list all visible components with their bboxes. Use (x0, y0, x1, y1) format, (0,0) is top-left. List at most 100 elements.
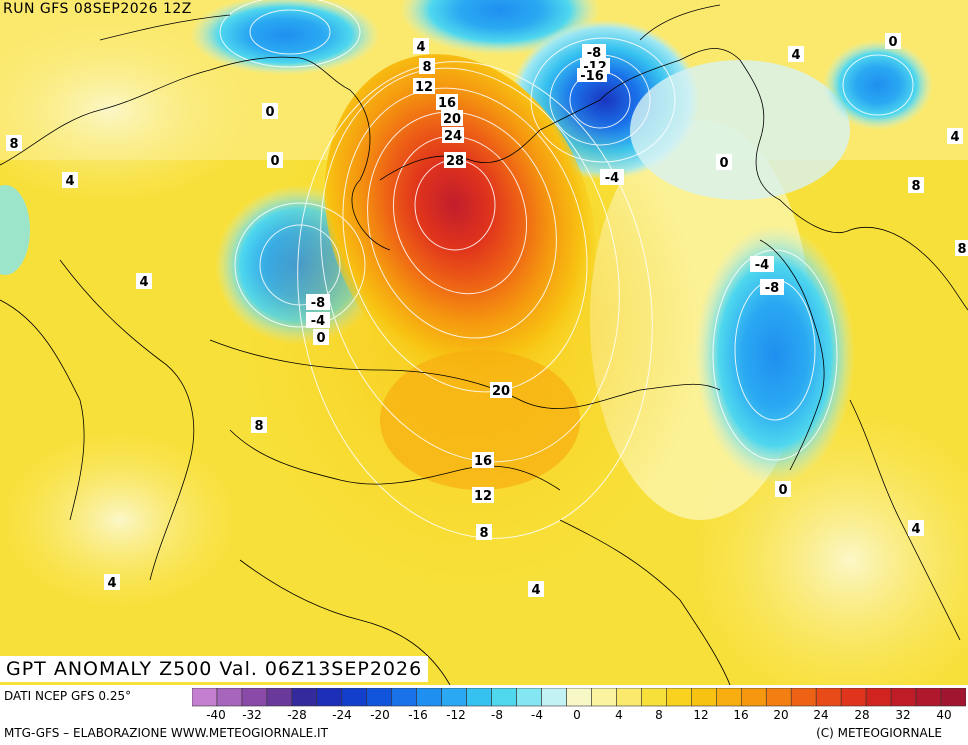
colorbar-tick-label: -24 (332, 708, 352, 722)
svg-text:8: 8 (422, 60, 431, 75)
colorbar-swatch (641, 688, 667, 707)
svg-text:4: 4 (911, 522, 920, 537)
colorbar-swatch (790, 688, 817, 707)
colorbar-tick-label: 4 (615, 708, 623, 722)
svg-text:4: 4 (65, 174, 74, 189)
colorbar-tick-label: -40 (206, 708, 226, 722)
pale-area-sw (0, 430, 240, 610)
contour-label: -8 (582, 44, 606, 61)
colorbar-swatch (216, 688, 243, 707)
svg-text:28: 28 (446, 154, 464, 169)
contour-label-layer: 4 8 12 16 20 24 28 -8 -12 -16 -4 0 4 0 4… (6, 33, 968, 598)
coastlines (0, 4, 968, 685)
colorbar-swatch (341, 688, 368, 707)
colorbar (192, 688, 966, 707)
svg-text:4: 4 (791, 48, 800, 63)
svg-text:20: 20 (492, 384, 510, 399)
colorbar-tick-label: 16 (733, 708, 749, 722)
cyan-fringe-west (0, 185, 30, 275)
svg-text:4: 4 (416, 40, 425, 55)
contour-label: 4 (528, 581, 544, 598)
svg-text:-16: -16 (580, 69, 604, 84)
svg-text:4: 4 (107, 576, 116, 591)
svg-text:4: 4 (531, 583, 540, 598)
contour-label: 20 (490, 382, 512, 399)
contour-label: -4 (600, 169, 624, 186)
contour-label: 28 (444, 152, 466, 169)
contour-label: 0 (716, 154, 732, 171)
contour-label: 8 (908, 177, 924, 194)
pale-cyan-channel (630, 60, 850, 200)
colorbar-swatch (416, 688, 442, 707)
contour-label: -8 (760, 279, 784, 296)
svg-text:4: 4 (139, 275, 148, 290)
contour-label: -8 (306, 294, 330, 311)
colorbar-tick-label: -20 (370, 708, 390, 722)
svg-text:8: 8 (957, 242, 966, 257)
colorbar-tick-label: 40 (936, 708, 952, 722)
low-east (695, 225, 855, 485)
contour-label: 0 (267, 152, 283, 169)
svg-text:8: 8 (911, 179, 920, 194)
colorbar-swatch (266, 688, 293, 707)
map-title: GPT ANOMALY Z500 Val. 06Z13SEP2026 (0, 656, 429, 682)
contour-label: 0 (775, 481, 791, 498)
contour-label: 4 (788, 46, 804, 63)
colorbar-swatch (716, 688, 742, 707)
colorbar-swatch (192, 688, 218, 707)
contour-label: 20 (441, 110, 463, 127)
colorbar-swatch (865, 688, 892, 707)
contour-label: 8 (6, 135, 22, 152)
contour-label: -16 (577, 68, 607, 84)
contour-label: 8 (251, 417, 267, 434)
svg-text:0: 0 (778, 483, 787, 498)
svg-text:-8: -8 (587, 46, 601, 61)
ridge-tail (380, 350, 580, 490)
contour-label: 0 (262, 103, 278, 120)
colorbar-tick-label: -32 (242, 708, 262, 722)
colorbar-tick-label: 12 (693, 708, 709, 722)
colorbar-swatch (616, 688, 642, 707)
svg-text:-4: -4 (311, 314, 325, 329)
colorbar-tick-label: 32 (895, 708, 911, 722)
svg-text:-8: -8 (311, 296, 325, 311)
colorbar-swatch (765, 688, 792, 707)
data-source: DATI NCEP GFS 0.25° (4, 689, 132, 703)
svg-text:0: 0 (316, 331, 325, 346)
contour-label: 8 (955, 240, 968, 257)
colorbar-swatch (915, 688, 942, 707)
svg-text:16: 16 (474, 454, 492, 469)
svg-text:8: 8 (9, 137, 18, 152)
colorbar-swatch (466, 688, 492, 707)
svg-text:0: 0 (888, 35, 897, 50)
contour-label: 4 (947, 128, 963, 145)
colorbar-swatch (840, 688, 867, 707)
colorbar-swatch (815, 688, 842, 707)
ridge-core (324, 54, 596, 386)
colorbar-swatch (441, 688, 467, 707)
svg-text:8: 8 (479, 526, 488, 541)
colorbar-swatch (391, 688, 418, 707)
svg-text:12: 12 (415, 80, 433, 95)
colorbar-swatch (940, 688, 966, 707)
colorbar-swatch (316, 688, 343, 707)
pale-area-nw (0, 15, 260, 205)
low-northwest (190, 0, 380, 75)
colorbar-swatch (491, 688, 517, 707)
anomaly-map: 4 8 12 16 20 24 28 -8 -12 -16 -4 0 4 0 4… (0, 0, 968, 685)
colorbar-tick-label: -4 (531, 708, 543, 722)
svg-text:4: 4 (950, 130, 959, 145)
colorbar-tick-label: -12 (446, 708, 466, 722)
svg-text:8: 8 (254, 419, 263, 434)
svg-text:-4: -4 (755, 258, 769, 273)
footer-copyright: (C) METEOGIORNALE (816, 726, 942, 740)
colorbar-tick-label: -8 (491, 708, 503, 722)
colorbar-swatch (740, 688, 767, 707)
svg-text:20: 20 (443, 112, 461, 127)
contour-label: 16 (436, 94, 458, 111)
contour-label: 4 (413, 38, 429, 55)
colorbar-swatch (241, 688, 268, 707)
svg-text:-8: -8 (765, 281, 779, 296)
colorbar-swatch (516, 688, 542, 707)
run-label: RUN GFS 08SEP2026 12Z (3, 1, 192, 17)
